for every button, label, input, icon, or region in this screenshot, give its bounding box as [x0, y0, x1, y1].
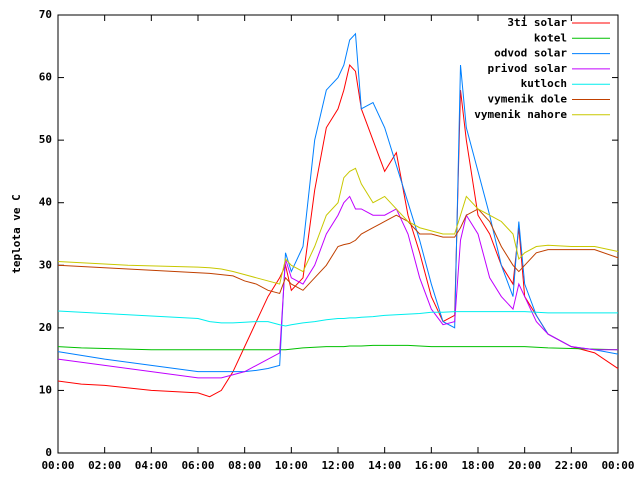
x-tick-label: 16:00	[415, 459, 448, 472]
y-tick-label: 50	[39, 133, 52, 146]
x-tick-label: 14:00	[368, 459, 401, 472]
series-line	[57, 167, 619, 285]
series-line	[57, 208, 619, 295]
y-tick-label: 60	[39, 71, 52, 84]
x-tick-label: 02:00	[88, 459, 121, 472]
x-tick-label: 08:00	[228, 459, 261, 472]
y-axis-label: teplota ve C	[10, 194, 23, 273]
legend-label: vymenik nahore	[474, 108, 567, 121]
legend-label: 3ti solar	[507, 16, 567, 29]
legend-label: odvod solar	[494, 47, 567, 60]
x-tick-label: 04:00	[135, 459, 168, 472]
x-tick-label: 06:00	[181, 459, 214, 472]
series-line	[57, 64, 619, 398]
y-tick-label: 20	[39, 321, 52, 334]
x-tick-label: 20:00	[508, 459, 541, 472]
series-line	[57, 195, 618, 379]
y-tick-label: 30	[39, 258, 52, 271]
series-line	[57, 344, 619, 351]
legend-label: vymenik dole	[488, 93, 568, 106]
x-tick-label: 10:00	[275, 459, 308, 472]
x-tick-label: 22:00	[555, 459, 588, 472]
legend-label: privod solar	[488, 62, 568, 75]
x-tick-label: 12:00	[321, 459, 354, 472]
x-tick-label: 18:00	[461, 459, 494, 472]
x-tick-label: 00:00	[601, 459, 634, 472]
series-line	[57, 310, 618, 327]
x-tick-label: 00:00	[41, 459, 74, 472]
y-tick-label: 70	[39, 8, 52, 21]
series-line	[57, 32, 619, 373]
y-tick-label: 0	[45, 446, 52, 459]
y-tick-label: 10	[39, 383, 52, 396]
y-tick-label: 40	[39, 196, 52, 209]
legend-label: kutloch	[521, 77, 567, 90]
legend-label: kotel	[534, 31, 567, 44]
